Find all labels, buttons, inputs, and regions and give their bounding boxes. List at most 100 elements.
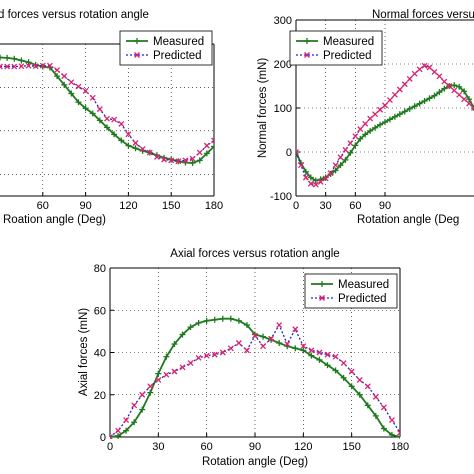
y-tick-label: 60: [94, 305, 106, 317]
chart-title: Axial forces versus rotation angle: [170, 248, 339, 260]
data-point: [260, 343, 267, 350]
series-markers-measured: [110, 315, 400, 439]
data-point: [89, 94, 96, 101]
plot-area: [110, 315, 400, 439]
data-point: [302, 174, 309, 181]
legend-label: Predicted: [153, 50, 202, 62]
y-tick-label: 40: [94, 348, 106, 360]
chart-1: 60 90 120 150 180 d forces versus rotation an…: [0, 9, 223, 226]
data-point: [357, 126, 364, 133]
data-point: [132, 140, 139, 146]
data-point: [466, 100, 473, 107]
chart-3: 0 30 60 90 120 150 180 0 20 40 60 80 Axial forces ve…: [78, 248, 409, 468]
data-point: [68, 79, 75, 86]
data-point: [317, 178, 324, 185]
data-point: [227, 345, 234, 352]
data-point: [451, 87, 458, 94]
data-point: [296, 149, 299, 153]
data-point: [461, 96, 468, 103]
x-tick-label: 60: [201, 441, 213, 453]
data-point: [296, 151, 299, 155]
data-point: [441, 78, 448, 85]
data-point: [316, 349, 323, 356]
x-tick-label: 30: [320, 200, 332, 212]
y-tick-label: 0: [286, 147, 292, 159]
data-point: [4, 63, 11, 70]
data-point: [139, 391, 146, 398]
data-point: [388, 417, 395, 424]
legend: Measured Predicted: [304, 273, 398, 309]
chart-title: Normal forces versus ro: [372, 9, 474, 21]
data-point: [268, 335, 275, 342]
x-tick-label: 90: [249, 441, 261, 453]
data-point: [284, 341, 291, 348]
x-axis-label: Rotation angle (Deg: [357, 214, 459, 226]
y-tick-label: -100: [270, 191, 292, 203]
data-point: [352, 133, 359, 140]
x-tick-label: 30: [152, 441, 164, 453]
legend-label: Predicted: [338, 293, 387, 305]
legend-label: Predicted: [323, 50, 372, 62]
x-tick-label: 120: [119, 200, 137, 212]
data-point: [182, 157, 189, 164]
data-point: [386, 97, 393, 104]
data-point: [436, 73, 443, 80]
y-tick-label: 300: [274, 15, 292, 27]
data-point: [372, 393, 379, 400]
data-point: [235, 340, 242, 346]
data-point: [406, 76, 413, 82]
y-tick-label: 0: [100, 432, 106, 444]
data-point: [196, 149, 203, 156]
data-point: [0, 63, 3, 68]
legend-label: Measured: [338, 279, 389, 291]
data-point: [342, 146, 349, 153]
data-point: [332, 353, 339, 360]
data-point: [396, 86, 403, 93]
data-point: [211, 139, 214, 144]
data-point: [123, 417, 130, 424]
x-tick-label: 180: [205, 200, 223, 212]
data-point: [175, 158, 182, 165]
y-axis-label: Axial forces (mN): [78, 308, 90, 396]
data-point: [431, 68, 438, 75]
data-point: [372, 111, 379, 118]
data-point: [308, 347, 315, 354]
data-point: [382, 102, 388, 109]
data-point: [134, 52, 140, 58]
data-point: [471, 105, 474, 109]
data-point: [401, 81, 408, 88]
data-point: [110, 436, 113, 439]
data-point: [54, 67, 61, 74]
data-point: [115, 427, 122, 434]
series-line-measured: [0, 56, 214, 164]
data-point: [25, 62, 32, 69]
data-point: [118, 120, 125, 127]
legend-box: [289, 30, 383, 66]
data-point: [155, 377, 162, 383]
plot-area: [0, 54, 214, 166]
data-point: [307, 180, 314, 187]
data-point: [211, 351, 218, 358]
data-point: [348, 368, 355, 375]
data-point: [324, 351, 331, 358]
x-tick-label: 180: [391, 441, 409, 453]
y-tick-label: 100: [274, 103, 292, 115]
data-point: [297, 162, 304, 169]
data-point: [319, 295, 325, 301]
data-point: [300, 343, 307, 350]
data-point: [243, 347, 250, 354]
data-point: [82, 87, 89, 94]
data-point: [416, 66, 423, 73]
data-point: [203, 352, 210, 359]
y-tick-label: 20: [94, 390, 106, 402]
y-axis-label: Normal forces (mN): [257, 58, 269, 158]
data-point: [292, 326, 299, 333]
data-point: [189, 155, 196, 162]
legend: Measured Predicted: [119, 30, 213, 66]
x-tick-label: 0: [107, 441, 113, 453]
data-point: [304, 52, 310, 58]
x-tick-label: 0: [293, 200, 299, 212]
data-point: [32, 63, 39, 70]
